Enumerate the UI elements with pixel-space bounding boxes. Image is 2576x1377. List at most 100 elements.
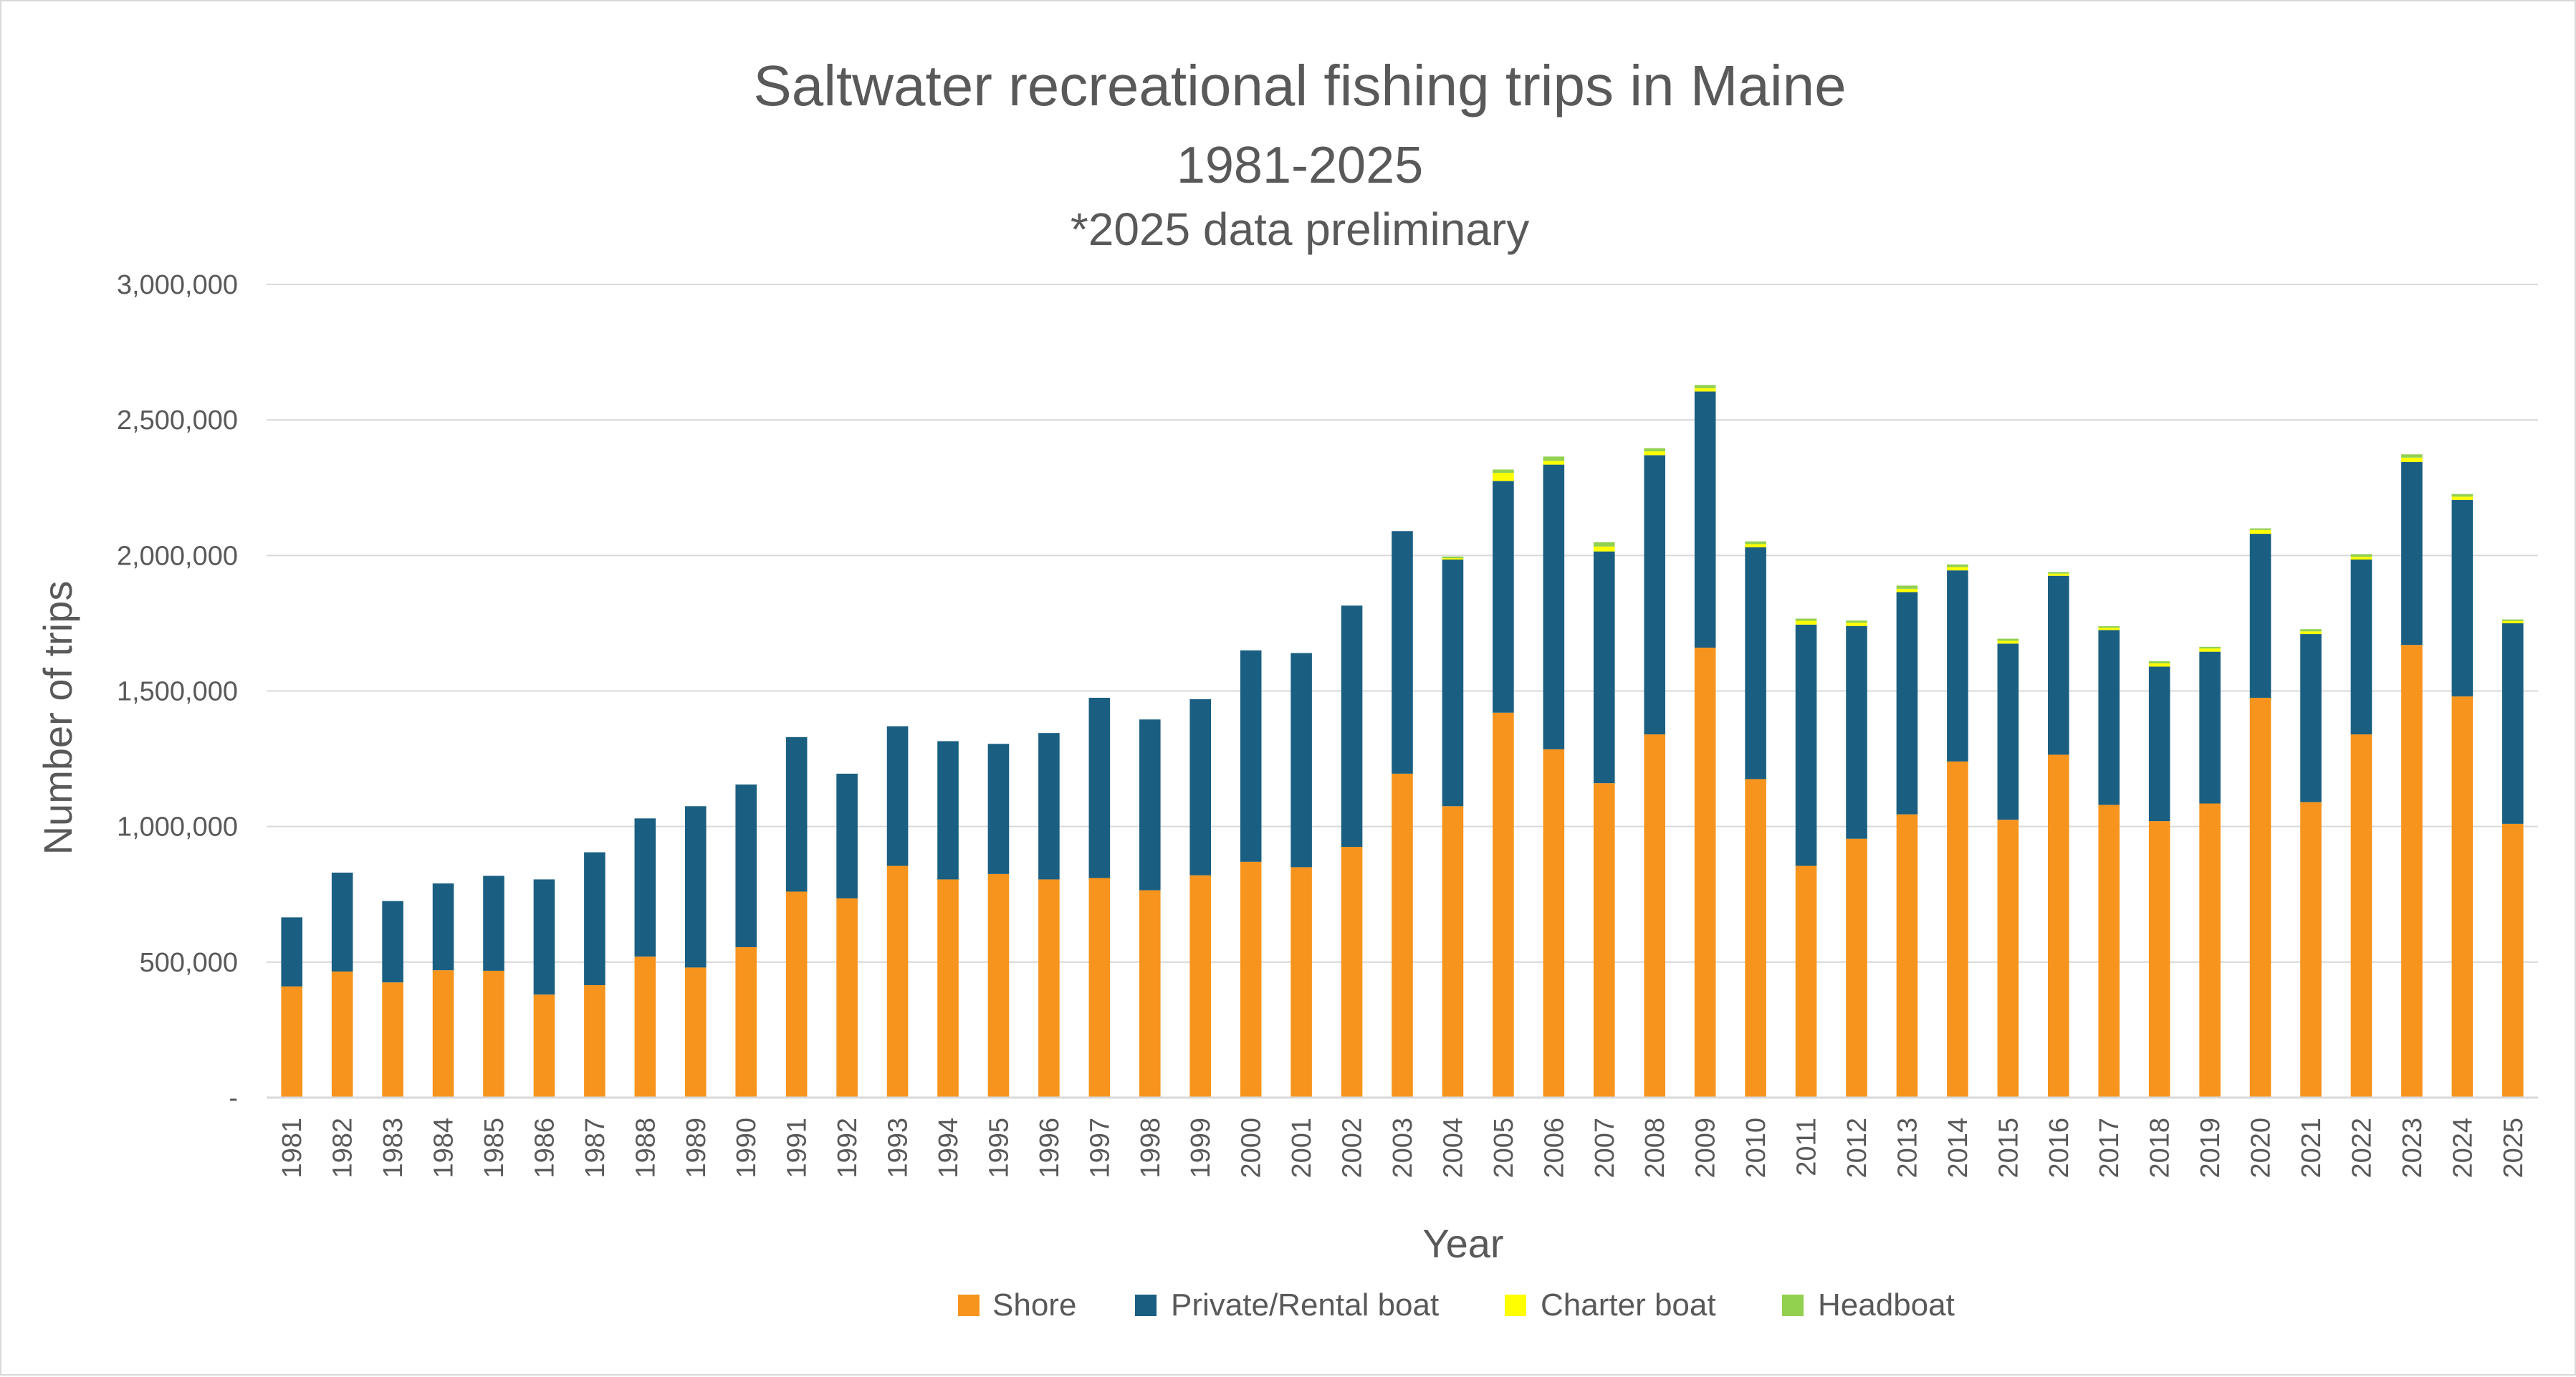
- bar-segment-headboat-2020: [2249, 528, 2271, 530]
- bar-segment-private-rental-boat-1984: [432, 883, 454, 971]
- bar-segment-private-rental-boat-1988: [634, 818, 656, 957]
- bar-segment-private-rental-boat-2002: [1341, 605, 1363, 848]
- y-tick-label: 1,500,000: [117, 677, 238, 707]
- bar-segment-headboat-2016: [2047, 572, 2069, 574]
- bar-segment-headboat-2018: [2148, 661, 2170, 663]
- bars: [281, 385, 2524, 1098]
- y-tick-label: 1,000,000: [117, 812, 238, 843]
- x-tick-label: 1986: [530, 1118, 560, 1179]
- bar-segment-private-rental-boat-2022: [2350, 560, 2372, 735]
- legend-label-charter-boat: Charter boat: [1541, 1287, 1716, 1323]
- bar-segment-shore-2007: [1593, 783, 1615, 1098]
- x-tick-label: 2022: [2347, 1118, 2377, 1179]
- bar-segment-private-rental-boat-2017: [2098, 630, 2120, 805]
- bar-segment-charter-boat-2025: [2501, 620, 2524, 623]
- legend-swatch-charter-boat: [1505, 1295, 1526, 1316]
- bar-segment-private-rental-boat-2013: [1896, 592, 1918, 815]
- x-axis-title: Year: [1422, 1221, 1503, 1266]
- x-tick-label: 2018: [2145, 1118, 2175, 1179]
- bar-segment-charter-boat-2006: [1543, 461, 1565, 465]
- chart-subtitle: 1981-2025: [1177, 137, 1423, 194]
- bar-segment-private-rental-boat-1985: [483, 875, 504, 971]
- bar-segment-shore-2014: [1947, 761, 1968, 1098]
- bar-segment-headboat-2014: [1947, 564, 1968, 567]
- bar-segment-headboat-2019: [2199, 646, 2221, 649]
- bar-segment-shore-1991: [785, 891, 808, 1098]
- bar-segment-private-rental-boat-2025: [2501, 623, 2524, 824]
- bar-segment-private-rental-boat-2007: [1593, 551, 1615, 784]
- bar-segment-charter-boat-2016: [2047, 573, 2069, 576]
- bar-segment-headboat-2015: [1997, 638, 2019, 641]
- bar-segment-shore-2022: [2350, 734, 2372, 1098]
- bar-segment-headboat-2010: [1745, 541, 1766, 544]
- bar-segment-charter-boat-2024: [2451, 496, 2474, 500]
- bar-segment-headboat-2009: [1694, 385, 1716, 388]
- bar-segment-shore-1985: [483, 970, 504, 1098]
- bar-segment-shore-2004: [1442, 806, 1464, 1098]
- x-tick-label: 2009: [1691, 1118, 1721, 1179]
- bar-segment-private-rental-boat-1986: [533, 879, 555, 995]
- bar-segment-private-rental-boat-1994: [937, 741, 959, 880]
- bar-segment-charter-boat-2017: [2098, 628, 2120, 630]
- x-tick-label: 2019: [2196, 1118, 2226, 1179]
- bar-segment-charter-boat-2012: [1846, 623, 1867, 626]
- x-tick-label: 2024: [2448, 1118, 2478, 1179]
- legend-swatch-shore: [958, 1295, 980, 1316]
- x-tick-label: 1996: [1035, 1118, 1065, 1179]
- bar-segment-private-rental-boat-2005: [1493, 481, 1514, 713]
- bar-segment-private-rental-boat-2016: [2047, 575, 2069, 755]
- bar-segment-charter-boat-2010: [1745, 544, 1766, 547]
- bar-segment-headboat-2006: [1543, 456, 1565, 461]
- y-axis-title: Number of trips: [35, 581, 80, 855]
- bar-segment-private-rental-boat-1981: [281, 917, 303, 987]
- x-tick-label: 1987: [580, 1118, 611, 1179]
- bar-segment-charter-boat-2007: [1593, 546, 1615, 552]
- legend-swatch-headboat: [1782, 1295, 1804, 1316]
- bar-segment-private-rental-boat-2024: [2451, 499, 2474, 697]
- bar-segment-headboat-2005: [1493, 469, 1514, 473]
- x-tick-label: 1990: [732, 1118, 762, 1179]
- bar-segment-private-rental-boat-1991: [785, 737, 808, 892]
- x-tick-label: 1999: [1186, 1118, 1216, 1179]
- legend-label-headboat: Headboat: [1818, 1287, 1955, 1323]
- bar-segment-charter-boat-2008: [1644, 451, 1666, 456]
- bar-segment-headboat-2017: [2098, 626, 2120, 628]
- bar-segment-shore-2019: [2199, 803, 2221, 1098]
- bar-segment-private-rental-boat-2008: [1644, 455, 1666, 735]
- bar-segment-private-rental-boat-1990: [735, 785, 757, 948]
- bar-segment-private-rental-boat-2009: [1694, 391, 1716, 648]
- x-tick-label: 2000: [1237, 1118, 1267, 1179]
- x-tick-label: 1995: [984, 1118, 1014, 1179]
- x-tick-label: 1981: [277, 1118, 307, 1179]
- x-tick-label: 1991: [782, 1118, 813, 1179]
- x-tick-label: 1988: [631, 1118, 661, 1179]
- bar-segment-private-rental-boat-2006: [1543, 464, 1565, 749]
- bar-segment-charter-boat-2023: [2401, 457, 2423, 462]
- bar-segment-private-rental-boat-2018: [2148, 666, 2170, 822]
- bar-segment-shore-2000: [1240, 861, 1262, 1098]
- bar-segment-shore-2016: [2047, 754, 2069, 1098]
- chart-title: Saltwater recreational fishing trips in …: [753, 54, 1846, 117]
- x-tick-label: 2006: [1539, 1118, 1569, 1179]
- x-tick-label: 1983: [378, 1118, 408, 1179]
- bar-segment-headboat-2025: [2501, 619, 2524, 621]
- x-tick-label: 2013: [1892, 1118, 1923, 1179]
- x-tick-label: 2010: [1741, 1118, 1771, 1179]
- bar-segment-shore-1998: [1139, 890, 1161, 1098]
- bar-segment-shore-2010: [1745, 779, 1766, 1098]
- bar-segment-shore-2011: [1795, 865, 1817, 1098]
- bar-segment-headboat-2022: [2350, 554, 2372, 557]
- bar-segment-charter-boat-2019: [2199, 648, 2221, 652]
- y-tick-label: 500,000: [140, 948, 238, 978]
- bar-segment-shore-2024: [2451, 696, 2474, 1098]
- bar-segment-shore-2003: [1392, 773, 1413, 1098]
- bar-segment-shore-1992: [836, 898, 858, 1098]
- bar-segment-private-rental-boat-2003: [1392, 531, 1413, 774]
- bar-segment-shore-1984: [432, 970, 454, 1098]
- x-tick-label: 2002: [1338, 1118, 1368, 1179]
- bar-segment-charter-boat-2005: [1493, 472, 1514, 481]
- bar-segment-private-rental-boat-1997: [1088, 697, 1111, 878]
- x-tick-label: 2011: [1792, 1118, 1822, 1176]
- x-tick-label: 2016: [2044, 1118, 2074, 1179]
